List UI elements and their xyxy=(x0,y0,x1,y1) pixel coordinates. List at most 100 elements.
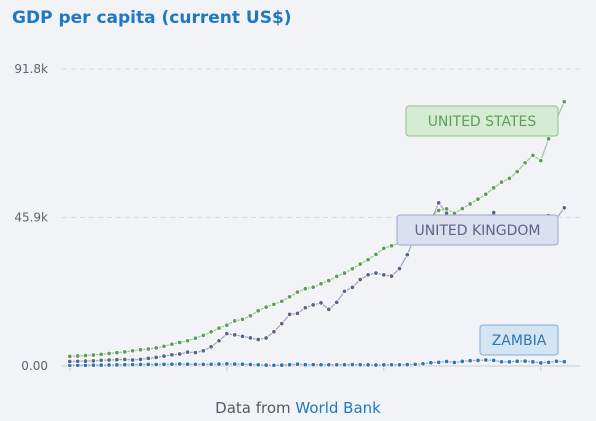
data-point[interactable] xyxy=(98,362,104,368)
data-point[interactable] xyxy=(381,245,387,252)
data-point[interactable] xyxy=(404,251,411,258)
data-point[interactable] xyxy=(412,361,418,368)
data-point[interactable] xyxy=(388,273,395,279)
data-point[interactable] xyxy=(530,359,536,365)
data-point[interactable] xyxy=(90,358,97,364)
data-point[interactable] xyxy=(365,362,371,368)
data-point[interactable] xyxy=(522,358,528,364)
data-point[interactable] xyxy=(82,358,89,364)
data-point[interactable] xyxy=(200,348,207,354)
data-point[interactable] xyxy=(381,272,387,278)
data-point[interactable] xyxy=(302,285,309,292)
data-point[interactable] xyxy=(279,362,285,368)
data-point[interactable] xyxy=(428,359,434,366)
data-point[interactable] xyxy=(114,356,120,363)
data-point[interactable] xyxy=(239,333,246,340)
data-point[interactable] xyxy=(326,362,332,368)
data-point[interactable] xyxy=(404,361,411,368)
data-point[interactable] xyxy=(467,357,473,364)
data-point[interactable] xyxy=(74,353,81,359)
data-point[interactable] xyxy=(271,328,277,335)
data-point[interactable] xyxy=(294,289,301,295)
data-point[interactable] xyxy=(98,351,104,358)
data-point[interactable] xyxy=(137,356,144,363)
data-point[interactable] xyxy=(475,357,481,364)
data-point[interactable] xyxy=(114,362,120,368)
data-point[interactable] xyxy=(459,358,466,365)
data-point[interactable] xyxy=(145,346,152,352)
data-point[interactable] xyxy=(82,352,89,359)
data-point[interactable] xyxy=(114,349,120,356)
data-point[interactable] xyxy=(137,346,144,353)
data-point[interactable] xyxy=(169,341,175,347)
data-point[interactable] xyxy=(129,361,136,368)
data-point[interactable] xyxy=(224,361,230,367)
data-point[interactable] xyxy=(184,361,191,367)
data-point[interactable] xyxy=(357,276,363,283)
data-point[interactable] xyxy=(490,185,497,191)
data-point[interactable] xyxy=(153,345,159,351)
data-point[interactable] xyxy=(239,361,246,367)
data-point[interactable] xyxy=(349,361,356,368)
data-point[interactable] xyxy=(122,349,128,355)
data-point[interactable] xyxy=(388,243,395,249)
data-point[interactable] xyxy=(357,261,363,267)
data-point[interactable] xyxy=(286,294,293,300)
data-point[interactable] xyxy=(216,338,222,344)
data-point[interactable] xyxy=(522,160,528,166)
data-point[interactable] xyxy=(459,205,466,212)
data-point[interactable] xyxy=(318,362,324,368)
data-point[interactable] xyxy=(200,332,207,339)
data-point[interactable] xyxy=(302,305,309,311)
data-point[interactable] xyxy=(129,348,136,354)
data-point[interactable] xyxy=(561,358,568,365)
data-point[interactable] xyxy=(373,362,379,368)
data-point[interactable] xyxy=(153,361,159,368)
data-point[interactable] xyxy=(365,256,371,263)
data-point[interactable] xyxy=(145,361,152,368)
data-point[interactable] xyxy=(216,325,222,331)
data-point[interactable] xyxy=(341,288,348,295)
data-point[interactable] xyxy=(90,352,97,358)
data-point[interactable] xyxy=(279,320,285,327)
data-point[interactable] xyxy=(255,336,261,343)
data-point[interactable] xyxy=(333,299,340,306)
data-point[interactable] xyxy=(106,350,112,357)
data-point[interactable] xyxy=(192,349,199,356)
data-point[interactable] xyxy=(263,362,269,368)
data-point[interactable] xyxy=(216,361,222,367)
data-point[interactable] xyxy=(122,361,128,368)
data-point[interactable] xyxy=(435,207,442,214)
data-point[interactable] xyxy=(192,335,199,341)
data-point[interactable] xyxy=(310,361,316,368)
data-point[interactable] xyxy=(169,352,175,358)
data-point[interactable] xyxy=(365,272,371,278)
data-point[interactable] xyxy=(341,361,348,368)
data-point[interactable] xyxy=(176,361,183,367)
data-point[interactable] xyxy=(483,357,489,363)
data-point[interactable] xyxy=(294,361,301,367)
data-point[interactable] xyxy=(67,353,73,360)
data-point[interactable] xyxy=(184,338,191,344)
data-point[interactable] xyxy=(122,356,128,363)
data-point[interactable] xyxy=(326,306,332,313)
data-point[interactable] xyxy=(279,298,285,305)
data-point[interactable] xyxy=(490,357,497,364)
data-point[interactable] xyxy=(381,362,387,368)
data-point[interactable] xyxy=(302,361,309,368)
data-point[interactable] xyxy=(239,316,246,323)
data-point[interactable] xyxy=(67,358,73,365)
data-point[interactable] xyxy=(373,270,379,276)
data-point[interactable] xyxy=(271,301,277,308)
data-point[interactable] xyxy=(161,361,167,368)
data-point[interactable] xyxy=(176,351,183,357)
data-point[interactable] xyxy=(106,357,112,363)
data-point[interactable] xyxy=(224,330,230,337)
data-point[interactable] xyxy=(310,302,316,308)
data-point[interactable] xyxy=(184,349,191,355)
data-point[interactable] xyxy=(553,358,560,364)
data-point[interactable] xyxy=(514,358,520,364)
data-point[interactable] xyxy=(467,201,473,207)
data-point[interactable] xyxy=(310,284,316,290)
data-point[interactable] xyxy=(333,362,340,368)
